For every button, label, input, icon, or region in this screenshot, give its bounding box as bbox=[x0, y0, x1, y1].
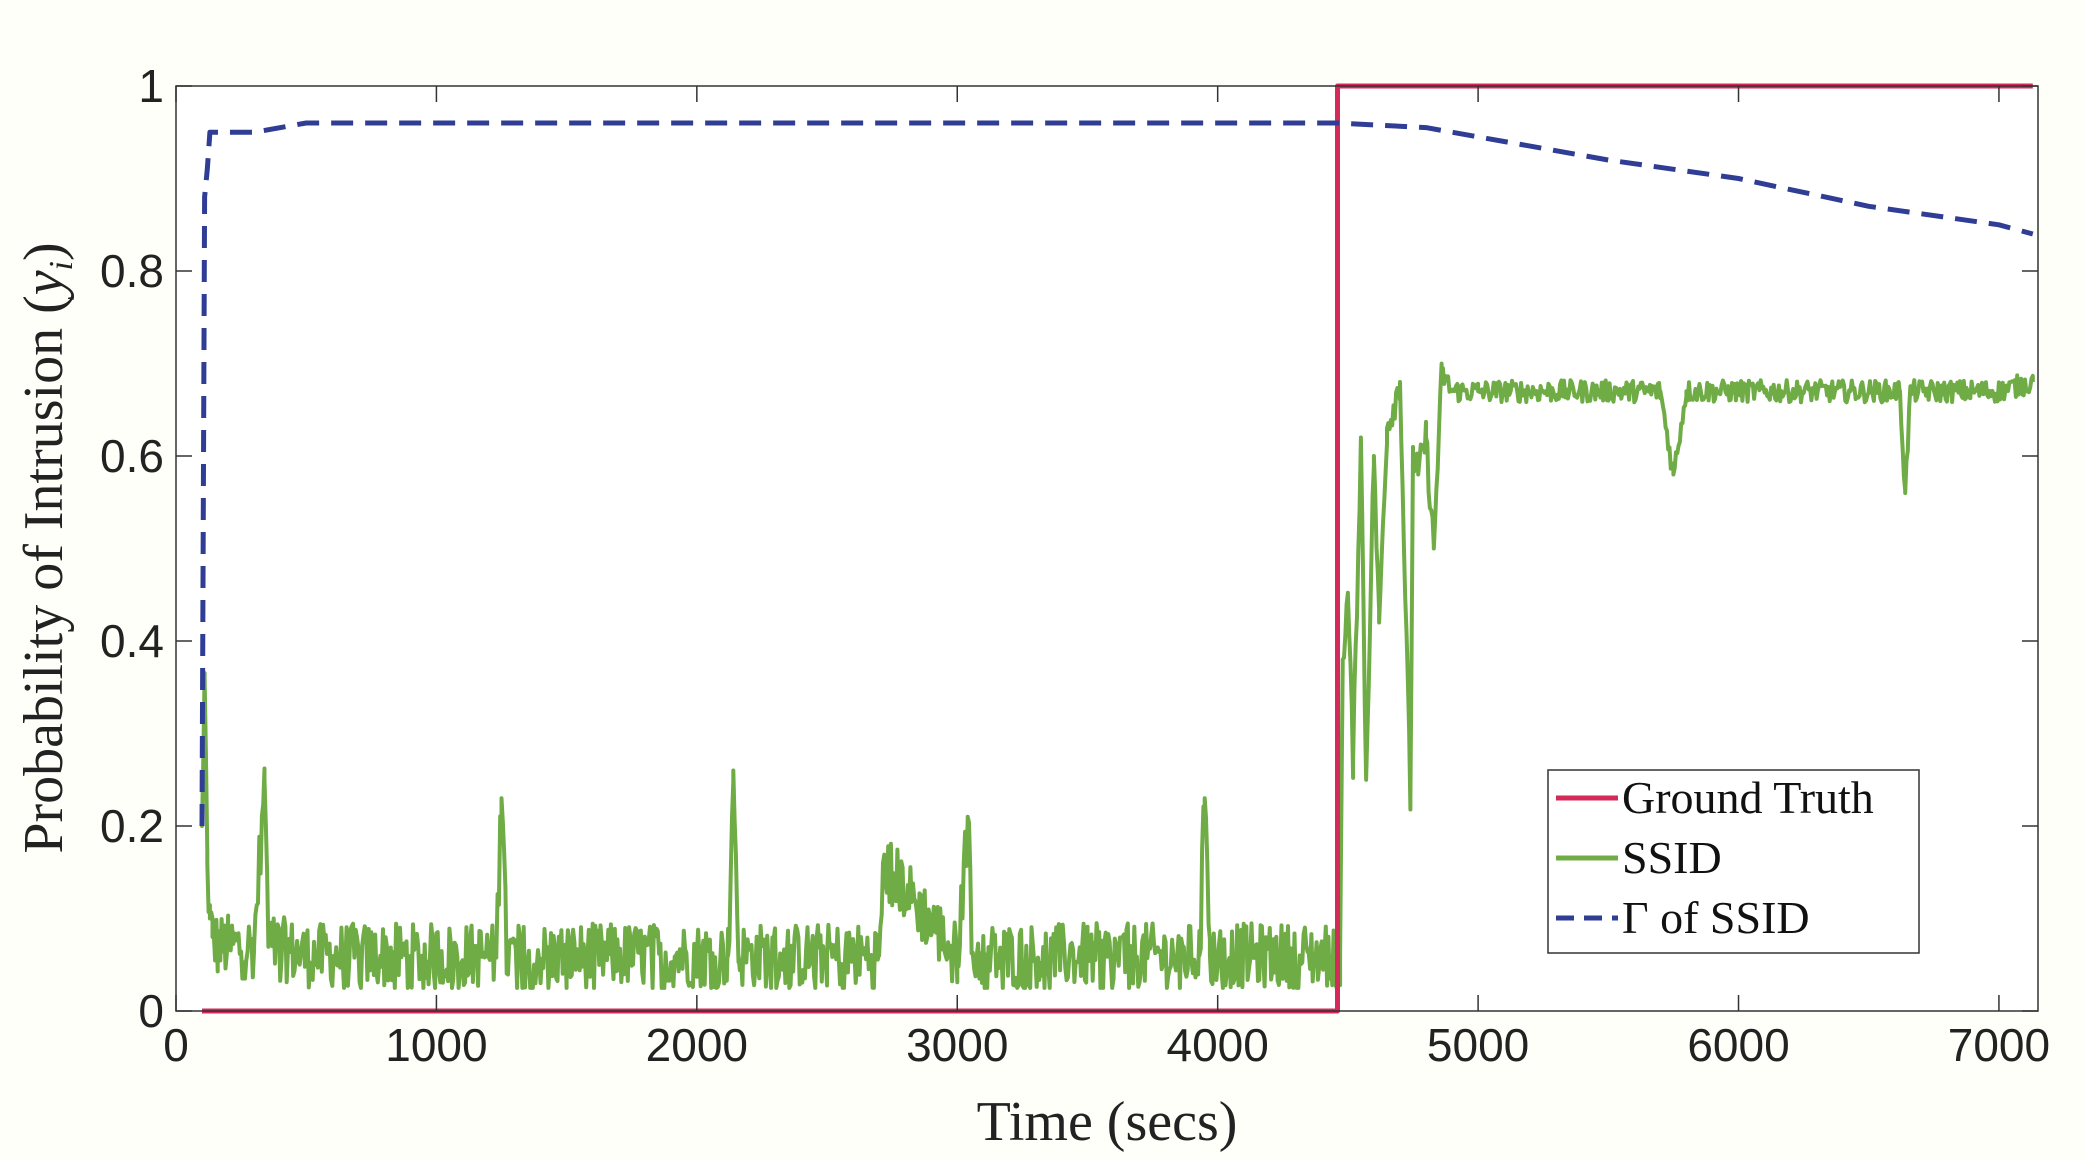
x-tick-label: 7000 bbox=[1948, 1019, 2050, 1071]
plot-frame bbox=[175, 85, 2039, 1012]
legend: Ground Truth SSID Γ of SSID bbox=[1547, 769, 1920, 954]
y-tick-label: 0.6 bbox=[100, 430, 164, 482]
y-axis-title-close: ) bbox=[13, 242, 75, 261]
x-axis-title: Time (secs) bbox=[977, 1091, 1238, 1153]
x-tick-label: 3000 bbox=[906, 1019, 1008, 1071]
series-line--of-ssid bbox=[199, 120, 2034, 827]
y-axis-title-main: Probability of Intrusion ( bbox=[13, 295, 75, 853]
x-tick-label: 4000 bbox=[1167, 1019, 1269, 1071]
x-tick-label: 5000 bbox=[1427, 1019, 1529, 1071]
x-tick-label: 6000 bbox=[1687, 1019, 1789, 1071]
y-tick-label: 0.8 bbox=[100, 245, 164, 297]
y-tick-label: 0.2 bbox=[100, 800, 164, 852]
legend-label-gamma-ssid: Γ of SSID bbox=[1622, 892, 1810, 943]
legend-box bbox=[1547, 769, 1920, 954]
y-axis-title-variable: y bbox=[13, 270, 75, 300]
y-tick-label: 0.4 bbox=[100, 615, 164, 667]
y-tick-label: 0 bbox=[138, 985, 164, 1037]
y-tick-label: 1 bbox=[138, 60, 164, 112]
x-tick-label: 2000 bbox=[646, 1019, 748, 1071]
series-line-ssid bbox=[200, 361, 2035, 990]
legend-label-ssid: SSID bbox=[1622, 832, 1722, 883]
ticks-layer: 0 1000 2000 3000 4000 5000 6000 7000 0 0.2 0.4 0.6 0… bbox=[100, 60, 2050, 1071]
legend-label-ground-truth: Ground Truth bbox=[1622, 772, 1874, 823]
x-tick-label: 1000 bbox=[385, 1019, 487, 1071]
x-tick-label: 0 bbox=[163, 1019, 189, 1071]
y-axis-title-subscript: i bbox=[43, 261, 80, 270]
y-axis-title: Probability of Intrusion (yi) bbox=[13, 242, 80, 853]
